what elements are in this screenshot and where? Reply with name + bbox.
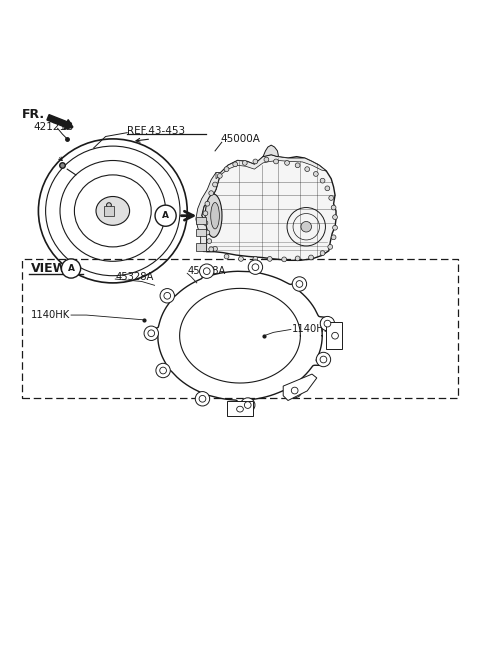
Ellipse shape xyxy=(209,191,214,196)
Ellipse shape xyxy=(107,203,111,208)
Polygon shape xyxy=(283,374,317,401)
Ellipse shape xyxy=(148,330,155,336)
Ellipse shape xyxy=(274,159,278,164)
Ellipse shape xyxy=(320,178,325,183)
Ellipse shape xyxy=(252,264,259,271)
Ellipse shape xyxy=(233,162,238,167)
Ellipse shape xyxy=(96,196,130,225)
Ellipse shape xyxy=(213,182,217,187)
Ellipse shape xyxy=(224,167,229,171)
Ellipse shape xyxy=(331,205,336,210)
Text: 42121B: 42121B xyxy=(34,122,74,132)
Polygon shape xyxy=(216,155,326,179)
Ellipse shape xyxy=(295,163,300,168)
Text: 45328A: 45328A xyxy=(115,271,154,282)
Text: 1140HK: 1140HK xyxy=(31,310,71,320)
Bar xyxy=(196,242,206,251)
Ellipse shape xyxy=(285,160,289,166)
Text: 45000A: 45000A xyxy=(221,134,261,144)
Ellipse shape xyxy=(248,260,263,275)
Ellipse shape xyxy=(164,292,170,299)
Ellipse shape xyxy=(205,201,210,206)
Ellipse shape xyxy=(244,401,251,409)
Text: A: A xyxy=(162,211,169,220)
Ellipse shape xyxy=(291,387,298,394)
Ellipse shape xyxy=(195,392,210,406)
Ellipse shape xyxy=(320,251,325,256)
Ellipse shape xyxy=(313,171,318,176)
Ellipse shape xyxy=(213,246,217,251)
Ellipse shape xyxy=(160,367,167,374)
Text: 1140HK: 1140HK xyxy=(292,325,331,334)
Bar xyxy=(196,217,206,224)
Ellipse shape xyxy=(203,221,208,225)
Ellipse shape xyxy=(205,230,210,235)
Bar xyxy=(196,229,206,237)
Circle shape xyxy=(155,205,176,226)
Ellipse shape xyxy=(295,256,300,261)
Ellipse shape xyxy=(320,356,327,363)
Bar xyxy=(326,323,342,349)
Ellipse shape xyxy=(209,247,214,252)
Ellipse shape xyxy=(253,159,258,164)
Ellipse shape xyxy=(305,167,310,171)
Ellipse shape xyxy=(332,332,338,339)
Polygon shape xyxy=(196,173,221,252)
Ellipse shape xyxy=(288,383,302,397)
Polygon shape xyxy=(263,145,278,156)
Text: REF.43-453: REF.43-453 xyxy=(127,125,185,136)
Circle shape xyxy=(61,259,81,278)
Ellipse shape xyxy=(205,194,222,237)
Ellipse shape xyxy=(211,202,219,229)
Ellipse shape xyxy=(296,281,303,287)
Ellipse shape xyxy=(207,238,212,244)
FancyArrow shape xyxy=(47,114,73,129)
Ellipse shape xyxy=(328,244,333,249)
Ellipse shape xyxy=(253,256,258,261)
Ellipse shape xyxy=(217,173,222,178)
Text: VIEW: VIEW xyxy=(31,262,68,275)
Ellipse shape xyxy=(239,256,243,261)
Ellipse shape xyxy=(301,221,312,232)
Ellipse shape xyxy=(156,363,170,378)
Text: FR.: FR. xyxy=(22,108,45,122)
Ellipse shape xyxy=(333,225,337,230)
Ellipse shape xyxy=(316,352,331,367)
Ellipse shape xyxy=(309,255,313,260)
Ellipse shape xyxy=(240,398,255,412)
Ellipse shape xyxy=(320,317,335,331)
Ellipse shape xyxy=(267,256,272,261)
Ellipse shape xyxy=(282,257,287,261)
Ellipse shape xyxy=(204,268,210,275)
Ellipse shape xyxy=(200,264,214,279)
Bar xyxy=(104,206,114,215)
Bar xyxy=(227,401,253,416)
Ellipse shape xyxy=(264,157,269,162)
Ellipse shape xyxy=(160,288,174,303)
Ellipse shape xyxy=(203,211,208,215)
Text: A: A xyxy=(68,264,74,273)
Text: 45328A: 45328A xyxy=(187,266,226,276)
Ellipse shape xyxy=(144,326,158,340)
Ellipse shape xyxy=(325,186,330,191)
Ellipse shape xyxy=(333,215,337,219)
Ellipse shape xyxy=(199,396,206,402)
Ellipse shape xyxy=(242,160,247,166)
Ellipse shape xyxy=(331,235,336,240)
Ellipse shape xyxy=(292,277,307,291)
Ellipse shape xyxy=(324,320,331,327)
Ellipse shape xyxy=(237,406,243,412)
Ellipse shape xyxy=(329,196,334,200)
Polygon shape xyxy=(202,155,336,260)
Ellipse shape xyxy=(224,254,229,259)
